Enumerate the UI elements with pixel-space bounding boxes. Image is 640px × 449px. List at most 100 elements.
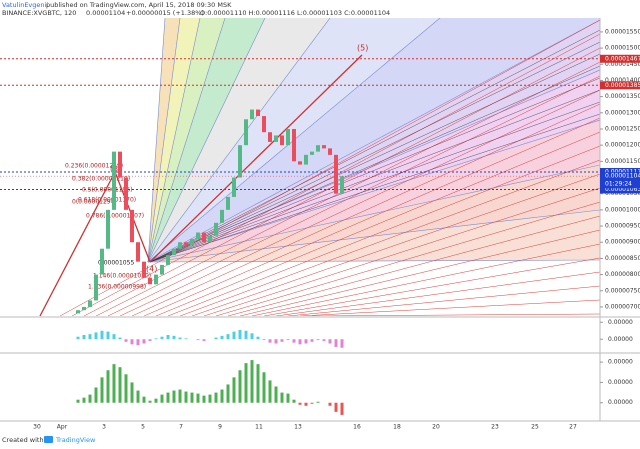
candle-body [286,128,290,146]
histogram-bar [184,338,188,340]
candle-body [130,209,134,243]
y-tick-label: 0.00000 [608,319,633,326]
candle-body [226,196,230,210]
change: +0.00000015 (+1.38%) [126,9,204,17]
y-tick-label: 0.00000 [608,336,633,343]
histogram-bar [334,402,338,412]
histogram-bar [172,335,176,340]
candle-body [250,109,254,120]
fan-line [167,145,600,316]
histogram-bar [250,360,254,403]
last-label: 0.00001104 [605,173,640,180]
fan-line [155,131,600,316]
y-tick-label: 0.00000750 [605,287,640,294]
last: 0.00001104 [86,9,125,17]
candle-body [340,176,344,194]
histogram-bar [160,394,164,403]
candle-body [328,148,332,155]
candle-body [298,161,302,165]
histogram-bar [328,339,332,344]
x-tick-label: 20 [432,424,440,431]
author[interactable]: VatulinEvgenii [2,1,48,9]
fan-line [147,119,600,263]
fan-line [147,19,600,263]
histogram-bar [166,335,170,340]
histogram-bar [298,339,302,345]
candle-body [214,222,218,236]
histogram-bar [220,389,224,403]
fan-line [147,164,600,263]
histogram-bar [328,402,332,406]
level-label: 0.00001117 [605,169,640,176]
x-tick-label: 30 [33,424,41,431]
candle-body [292,128,296,162]
candle-body [310,151,314,155]
fan-line [119,89,600,316]
histogram-bar [316,401,320,403]
x-tick-label: 23 [491,424,499,431]
fib-label: 0.00001055 [98,260,134,267]
fib-label: 0(0.00001294) [72,199,117,206]
fan-line [251,243,600,316]
x-tick-label: 25 [531,424,539,431]
x-tick-label: 7 [179,424,183,431]
fan-line [227,215,600,316]
histogram-bar [190,392,194,403]
histogram-bar [238,329,242,340]
histogram-bar [148,400,152,403]
histogram-bar [148,339,152,341]
fan-line [59,19,600,316]
histogram-bar [130,339,134,345]
histogram-bar [184,391,188,403]
candle-body [166,255,170,265]
histogram-bar [304,339,308,344]
y-tick-label: 0.00000 [608,379,633,386]
histogram-bar [340,402,344,415]
histogram-bar [202,395,206,403]
fan-line [149,113,600,263]
fan-line [215,201,600,316]
candle-body [100,248,104,275]
fib-label: 1.236(0.00000998) [88,284,146,291]
histogram-bar [340,339,344,348]
candles [76,109,344,314]
wave-line [39,171,116,317]
fan-line [191,173,600,316]
histogram-bar [226,384,230,403]
candle-body [172,248,176,256]
histogram-bar [136,339,140,346]
histogram-bar [100,377,104,403]
fan-line [131,103,600,316]
histogram-bar [286,393,290,403]
fan-line [147,18,331,263]
histogram-bar [268,380,272,403]
histogram-bar [244,330,248,340]
x-tick-label: 11 [255,424,263,431]
histogram-bar [280,339,284,342]
level-tag [600,185,640,194]
histogram-bar [262,372,266,403]
level-label: 0.00001385 [605,82,640,89]
footer-brand[interactable]: TradingView [55,436,96,444]
candle-body [202,232,206,243]
histogram-bar [112,334,116,340]
histogram-bar [256,336,260,340]
footer-created: Created with [2,436,44,444]
histogram-bar [268,339,272,343]
histogram-bar [154,338,158,340]
histogram-bar [136,390,140,403]
histogram-bar [196,339,200,341]
fib-label: 0.786(0.00001107) [86,213,144,220]
wave-label: (4) [146,265,157,274]
histogram-bar [178,389,182,403]
published: published on TradingView.com, April 15, … [46,1,232,9]
fan-line [147,18,266,263]
histogram-bar [124,374,128,403]
candle-body [208,235,212,243]
histogram-bar [280,392,284,403]
candle-body [154,274,158,285]
fan-line [179,159,600,316]
fan-line [287,285,600,316]
candle-body [82,306,86,311]
